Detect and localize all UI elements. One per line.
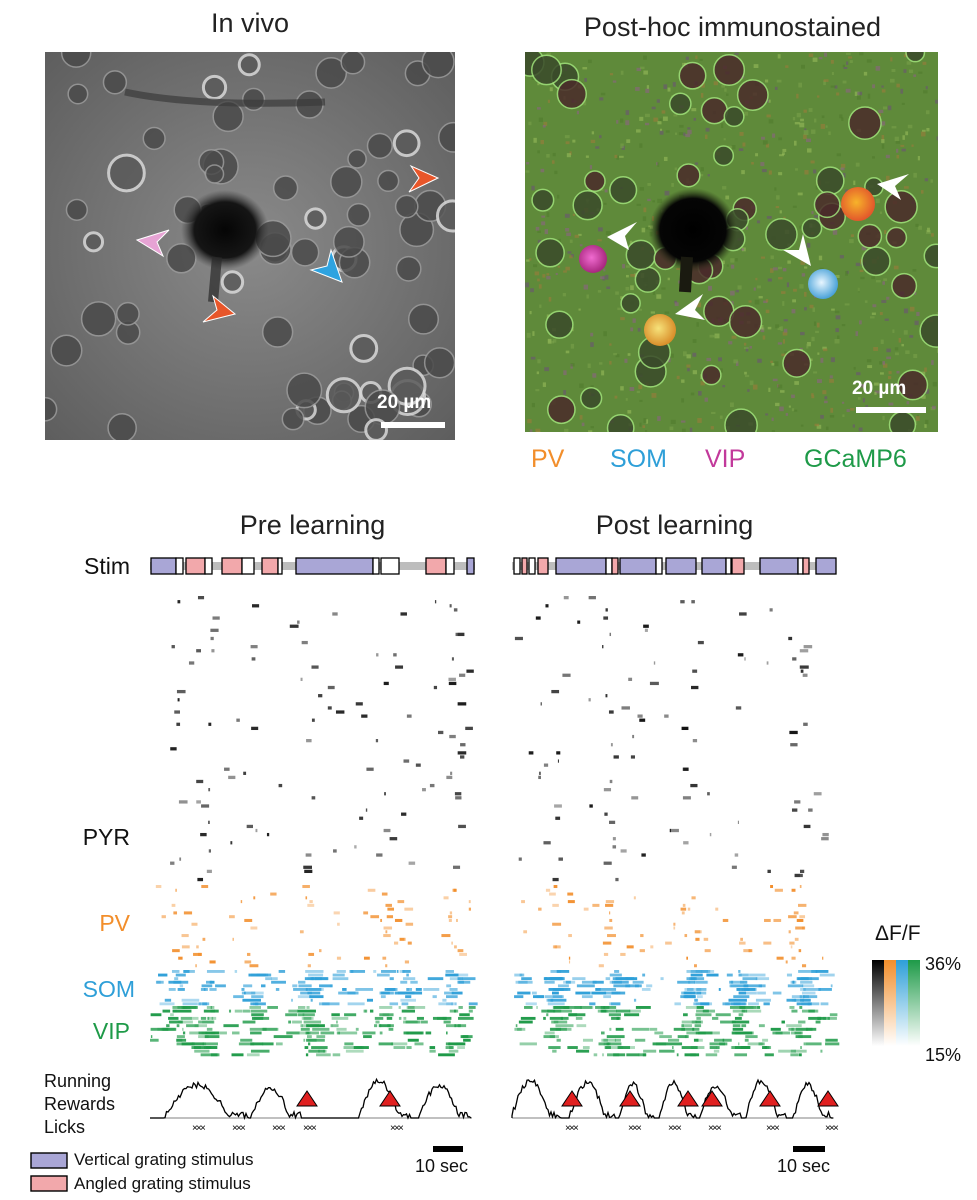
row-label-pv: PV: [99, 910, 130, 936]
time-scale-bar-post: [793, 1146, 825, 1152]
post-hoc-image: 20 µm: [525, 52, 938, 432]
svg-text:×: ×: [240, 1123, 246, 1134]
svg-text:×: ×: [825, 1123, 831, 1134]
behavior-labels: Running Rewards Licks: [44, 1070, 115, 1139]
legend-swatch-angled: [30, 1175, 68, 1192]
svg-text:×: ×: [712, 1123, 718, 1134]
row-label-som: SOM: [82, 976, 135, 1002]
legend-swatch-vertical: [30, 1152, 68, 1169]
stim-bar-pre: [150, 557, 475, 575]
row-label-vip: VIP: [92, 1018, 130, 1044]
pre-learning-title: Pre learning: [239, 510, 386, 540]
svg-text:×: ×: [192, 1123, 198, 1134]
behavior-trace-post: ××× ××× ××× ××× ××× ×××: [511, 1078, 839, 1134]
svg-text:×: ×: [774, 1123, 780, 1134]
svg-text:×: ×: [303, 1123, 309, 1134]
svg-text:×: ×: [833, 1123, 839, 1134]
behavior-trace-pre: ××× ××× ××× ××× ×××: [150, 1077, 472, 1134]
behavior-label-running: Running: [44, 1071, 112, 1091]
svg-text:×: ×: [390, 1123, 396, 1134]
svg-text:×: ×: [272, 1123, 278, 1134]
stim-label: Stim: [84, 553, 130, 579]
row-label-pyr: PYR: [82, 824, 130, 850]
svg-text:×: ×: [311, 1123, 317, 1134]
in-vivo-micrograph: [45, 52, 455, 440]
legend-label-vertical: Vertical grating stimulus: [74, 1150, 254, 1169]
in-vivo-image: 20 µm: [45, 52, 455, 440]
colorbar-title: ΔF/F: [875, 922, 921, 945]
post-hoc-title: Post-hoc immunostained: [583, 12, 882, 42]
svg-text:×: ×: [398, 1123, 404, 1134]
svg-text:×: ×: [628, 1123, 634, 1134]
in-vivo-scale-label: 20 µm: [377, 392, 432, 413]
svg-text:×: ×: [632, 1123, 638, 1134]
colorbar: [872, 960, 920, 1046]
svg-text:×: ×: [280, 1123, 286, 1134]
svg-text:×: ×: [770, 1123, 776, 1134]
stain-label-pv: PV: [531, 445, 565, 473]
post-hoc-micrograph: [525, 52, 938, 432]
svg-text:×: ×: [708, 1123, 714, 1134]
post-learning-title: Post learning: [595, 510, 754, 540]
svg-text:×: ×: [236, 1123, 242, 1134]
svg-text:×: ×: [276, 1123, 282, 1134]
raster-pre-learning: [150, 596, 478, 1057]
arrowhead-orange-1: [202, 294, 237, 323]
time-scale-label-post: 10 sec: [777, 1156, 831, 1176]
legend-label-angled: Angled grating stimulus: [74, 1174, 251, 1193]
svg-text:×: ×: [766, 1123, 772, 1134]
arrowhead-orange-2: [408, 164, 440, 193]
colorbar-max: 36%: [925, 954, 962, 974]
svg-text:×: ×: [307, 1123, 313, 1134]
svg-text:×: ×: [676, 1123, 682, 1134]
svg-text:×: ×: [196, 1123, 202, 1134]
svg-text:×: ×: [672, 1123, 678, 1134]
stain-label-vip: VIP: [705, 445, 746, 473]
colorbar-min: 15%: [925, 1045, 962, 1065]
arrowhead-pink: [135, 229, 170, 258]
time-scale-bar-pre: [433, 1146, 463, 1152]
raster-post-learning: [514, 596, 840, 1057]
svg-text:×: ×: [668, 1123, 674, 1134]
svg-text:×: ×: [569, 1123, 575, 1134]
svg-text:×: ×: [200, 1123, 206, 1134]
post-hoc-scale-label: 20 µm: [852, 378, 907, 399]
behavior-label-licks: Licks: [44, 1117, 86, 1137]
arrowhead-blue: [309, 248, 343, 283]
svg-text:×: ×: [394, 1123, 400, 1134]
svg-text:×: ×: [829, 1123, 835, 1134]
in-vivo-title: In vivo: [210, 8, 290, 38]
svg-text:×: ×: [636, 1123, 642, 1134]
stain-label-som: SOM: [610, 445, 667, 473]
svg-text:×: ×: [716, 1123, 722, 1134]
time-scale-label-pre: 10 sec: [415, 1156, 469, 1176]
behavior-label-rewards: Rewards: [44, 1094, 116, 1114]
stain-label-gcamp6: GCaMP6: [804, 445, 907, 473]
stim-bar-post: [512, 557, 837, 575]
svg-text:×: ×: [565, 1123, 571, 1134]
svg-text:×: ×: [232, 1123, 238, 1134]
svg-text:×: ×: [573, 1123, 579, 1134]
